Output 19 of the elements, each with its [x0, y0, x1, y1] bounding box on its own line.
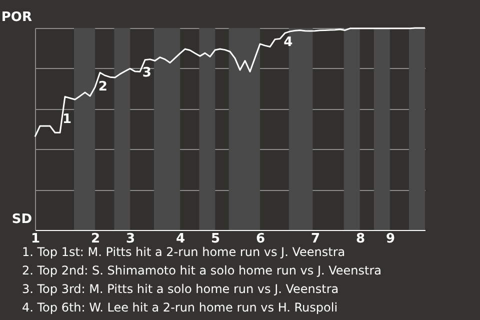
annotation: 1 — [62, 112, 72, 127]
annotation: 2 — [98, 80, 108, 95]
text: POR — [1, 10, 32, 25]
x-tick-label: 8 — [356, 232, 366, 246]
text: 2. Top 2nd: S. Shimamoto hit a solo home run vs J. Veenstra — [22, 264, 382, 278]
annotation: 3 — [142, 65, 152, 80]
text: 3. Top 3rd: M. Pitts hit a solo home run vs J. Veenstra — [22, 282, 339, 296]
annotation: 4 — [284, 35, 293, 50]
x-tick-label: 6 — [256, 232, 266, 246]
x-tick-label: 5 — [210, 232, 220, 246]
x-tick-label: 1 — [30, 232, 40, 246]
x-tick-label: 2 — [90, 232, 100, 246]
text: SD — [12, 212, 32, 227]
x-tick-label: 3 — [126, 232, 136, 246]
text: 4. Top 6th: W. Lee hit a 2-run home run vs H. Ruspoli — [22, 300, 338, 314]
x-tick-label: 7 — [310, 232, 320, 246]
text: 1. Top 1st: M. Pitts hit a 2-run home run vs J. Veenstra — [22, 245, 346, 259]
x-tick-label: 9 — [386, 232, 396, 246]
x-tick-label: 4 — [176, 232, 186, 246]
